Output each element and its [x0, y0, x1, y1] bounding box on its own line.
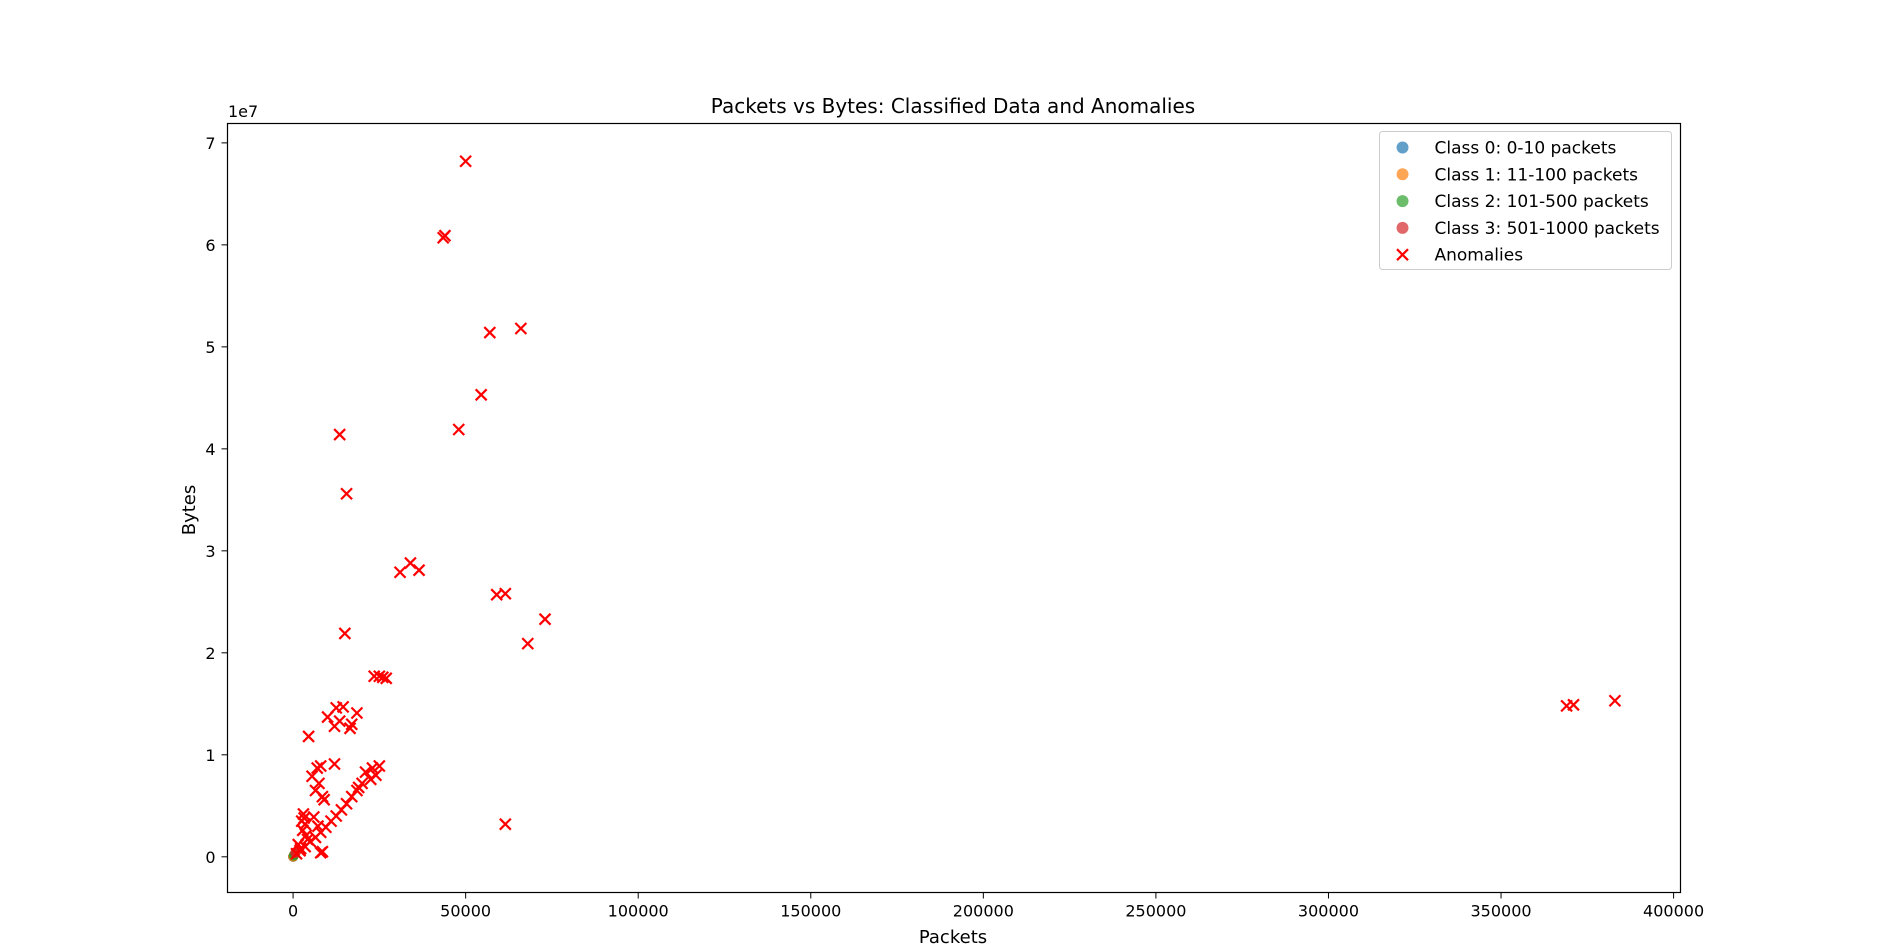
anomaly-point: [366, 761, 379, 775]
anomaly-point: [393, 565, 407, 579]
y-tick-label: 4: [205, 440, 215, 459]
y-tick-label: 1: [205, 746, 215, 765]
y-axis-label: Bytes: [179, 485, 200, 536]
anomaly-point: [345, 717, 359, 731]
anomaly-point: [379, 672, 393, 685]
anomaly-point: [311, 819, 325, 833]
y-tick-label: 0: [205, 848, 215, 867]
anomaly-point: [483, 326, 497, 339]
anomaly-point: [373, 670, 386, 683]
y-offset-label: 1e7: [228, 102, 258, 121]
anomaly-point: [499, 817, 512, 831]
anomaly-point: [459, 154, 472, 168]
y-tick-label: 7: [205, 134, 215, 153]
y-ticks: 0 1 2 3 4 5 6 7: [205, 134, 228, 867]
legend-entry-label: Class 2: 101-500 packets: [1435, 192, 1649, 212]
anomaly-point: [307, 810, 321, 824]
anomaly-point: [328, 719, 341, 733]
data-marks: [288, 154, 1622, 862]
legend-marker-circle: [1396, 195, 1409, 208]
x-axis-label: Packets: [919, 927, 987, 947]
anomaly-point: [317, 793, 331, 806]
anomaly-point: [312, 777, 326, 790]
legend-entry-label: Class 3: 501-1000 packets: [1435, 219, 1660, 239]
x-tick-label: 100000: [608, 902, 669, 921]
legend-entry-label: Class 0: 0-10 packets: [1435, 139, 1617, 159]
legend-marker-circle: [1396, 168, 1409, 181]
anomaly-point: [340, 487, 353, 500]
anomaly-point: [474, 388, 488, 402]
x-tick-label: 250000: [1125, 902, 1186, 921]
y-tick-label: 2: [205, 644, 215, 663]
anomaly-point: [521, 637, 535, 650]
anomaly-point: [302, 730, 315, 743]
legend-marker-circle: [1396, 221, 1409, 234]
anomaly-point: [338, 627, 352, 640]
legend-marker-circle: [1396, 141, 1409, 154]
anomaly-point: [314, 846, 327, 860]
legend: Class 0: 0-10 packets Class 1: 11-100 pac…: [1379, 131, 1672, 270]
x-tick-label: 400000: [1643, 902, 1704, 921]
legend-marker-x: [1396, 248, 1409, 261]
anomaly-point: [352, 781, 365, 794]
chart-title: Packets vs Bytes: Classified Data and An…: [711, 94, 1195, 118]
x-ticks: 0 50000 100000 150000 200000 250000 300000 3500…: [288, 892, 1704, 921]
anomaly-point: [350, 706, 364, 720]
anomaly-point: [376, 671, 390, 684]
x-tick-label: 0: [288, 902, 298, 921]
anomaly-point: [359, 765, 372, 779]
anomaly-point: [314, 759, 327, 773]
anomaly-point: [321, 710, 334, 724]
anomaly-point: [1608, 694, 1622, 708]
plot-frame: [226, 122, 1682, 894]
anomaly-point: [294, 842, 307, 855]
y-tick-label: 5: [205, 338, 215, 357]
anomaly-point: [328, 757, 341, 771]
anomaly-point: [412, 563, 426, 577]
y-tick-label: 3: [205, 542, 215, 561]
anomaly-point: [514, 322, 528, 335]
anomaly-point: [1567, 698, 1580, 712]
y-tick-label: 6: [205, 236, 215, 255]
anomaly-point: [295, 814, 308, 828]
legend-entry-label: Anomalies: [1435, 246, 1524, 266]
anomaly-point: [301, 833, 314, 846]
legend-box: [1379, 131, 1672, 270]
legend-entry-label: Class 1: 11-100 packets: [1435, 165, 1639, 185]
anomaly-point: [499, 587, 512, 600]
anomaly-point: [452, 423, 466, 436]
x-tick-label: 300000: [1298, 902, 1359, 921]
anomaly-point: [364, 773, 378, 786]
anomaly-point: [333, 428, 346, 441]
anomaly-point: [336, 700, 350, 714]
x-tick-label: 350000: [1470, 902, 1531, 921]
anomaly-point: [345, 790, 359, 803]
anomaly-point: [438, 229, 452, 242]
x-tick-label: 150000: [780, 902, 841, 921]
x-tick-label: 50000: [440, 902, 491, 921]
anomaly-point: [373, 759, 386, 773]
x-tick-label: 200000: [953, 902, 1014, 921]
anomaly-point: [538, 612, 552, 626]
